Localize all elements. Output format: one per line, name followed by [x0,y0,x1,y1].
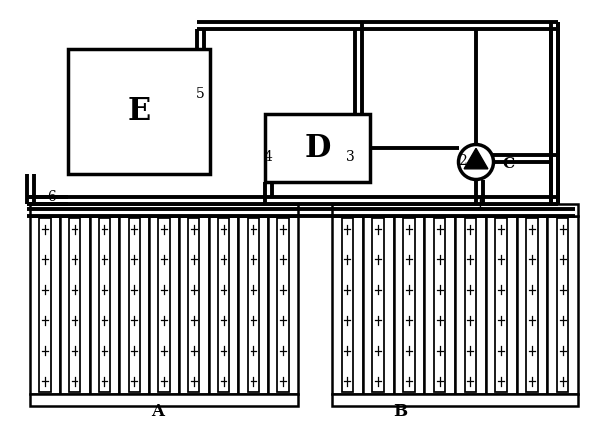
Bar [30,216,60,394]
Bar [158,218,170,392]
Bar [341,218,353,392]
Bar [517,216,547,394]
Bar [69,218,80,392]
Bar [209,216,238,394]
Bar [218,218,229,392]
Bar [60,216,89,394]
Bar [128,218,140,392]
Bar [464,218,476,392]
Text: 3: 3 [346,150,355,164]
Text: 5: 5 [196,87,205,101]
Bar [89,216,119,394]
Bar [188,218,199,392]
Bar [495,218,507,392]
Bar [179,216,209,394]
Bar [403,218,415,392]
Bar [268,216,298,394]
Bar [68,49,210,174]
Bar [119,216,149,394]
Text: E: E [127,96,151,127]
Text: A: A [151,404,164,421]
Bar [557,218,568,392]
Text: C: C [502,157,514,171]
Text: 2: 2 [458,154,466,168]
Bar [434,218,445,392]
Bar [149,216,179,394]
Text: 4: 4 [263,150,272,164]
Circle shape [458,145,493,179]
Bar [526,218,538,392]
Bar [486,216,517,394]
Bar [332,204,578,216]
Bar [238,216,268,394]
Bar [455,216,486,394]
Bar [248,218,259,392]
Bar [332,216,363,394]
Bar [99,218,110,392]
Bar [30,394,298,406]
Bar [332,394,578,406]
Text: D: D [304,133,331,164]
Text: 6: 6 [47,190,56,204]
Bar [424,216,455,394]
Text: B: B [393,404,407,421]
Bar [372,218,384,392]
Bar [30,204,298,216]
Text: 1: 1 [476,197,484,211]
Bar [547,216,578,394]
Bar [277,218,289,392]
Bar [363,216,394,394]
Polygon shape [464,148,488,169]
Bar [394,216,424,394]
Bar [39,218,50,392]
Bar [265,114,370,182]
